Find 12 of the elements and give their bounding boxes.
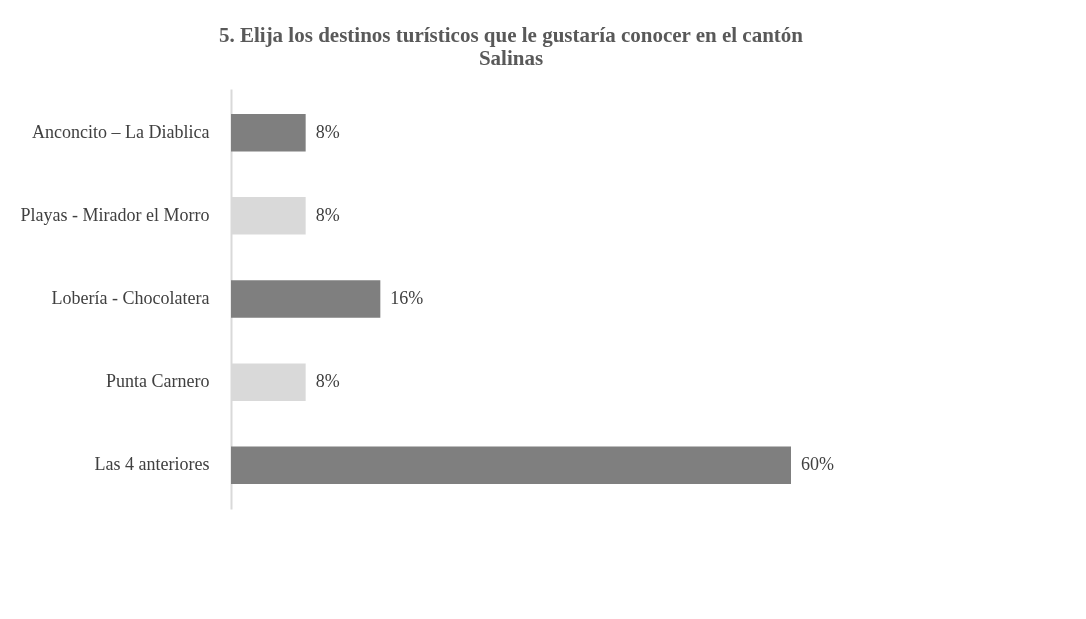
data-label: 8% xyxy=(315,371,340,392)
data-label: 60% xyxy=(801,454,834,475)
y-tick-label: Las 4 anteriores xyxy=(94,454,210,475)
y-tick-label: Lobería - Chocolatera xyxy=(51,288,210,308)
y-tick-label: Playas - Mirador el Morro xyxy=(20,204,210,225)
data-label: 8% xyxy=(315,121,340,142)
text: Salinas xyxy=(478,46,544,70)
y-tick-label: Punta Carnero xyxy=(106,371,210,392)
data-label: 16% xyxy=(390,288,424,308)
y-tick-label: Anconcito – La Diablica xyxy=(32,121,210,142)
text: 5. Elija los destinos turísticos que le gustaría conocer en el cantón xyxy=(218,23,804,47)
data-label: 8% xyxy=(315,204,340,225)
